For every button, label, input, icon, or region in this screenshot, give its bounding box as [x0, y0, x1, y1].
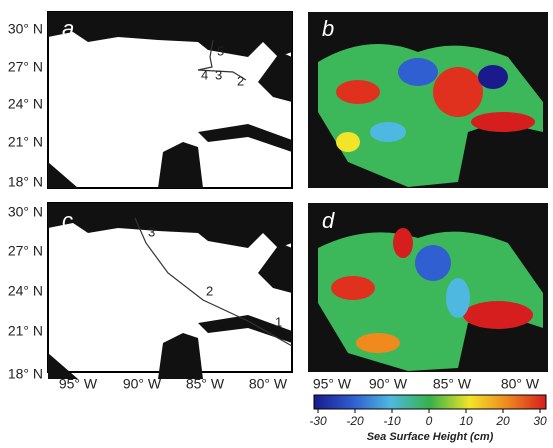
lat-label: 30° N [8, 204, 43, 220]
lat-label: 21° N [8, 323, 43, 339]
track [197, 39, 247, 81]
panel-letter: a [62, 16, 74, 41]
lon-label: 80° W [501, 376, 540, 392]
panel-a [47, 11, 293, 189]
panel-letter: c [62, 208, 73, 233]
lon-label: 85° W [186, 376, 225, 392]
lon-label: 90° W [369, 376, 408, 392]
lat-label: 24° N [8, 283, 43, 299]
panel-b [308, 12, 548, 188]
lat-label: 21° N [8, 134, 43, 150]
colorbar [313, 394, 547, 410]
lon-label: 85° W [433, 376, 472, 392]
colorbar-tick-label: 20 [495, 414, 510, 428]
track-marker: 2 [237, 73, 244, 88]
panel-c [47, 202, 293, 379]
track-marker: 3 [148, 224, 155, 239]
track-marker: 5 [217, 43, 224, 58]
lat-label: 27° N [8, 243, 43, 259]
track-marker: 1 [275, 314, 282, 329]
lat-label: 18° N [8, 366, 43, 382]
track-marker: 3 [215, 67, 222, 82]
panel-letter: b [322, 16, 334, 41]
lon-label: 95° W [313, 376, 352, 392]
lat-label: 18° N [8, 174, 43, 190]
colorbar-tick-label: 30 [533, 414, 547, 428]
lat-label: 27° N [8, 59, 43, 75]
track-marker: 2 [206, 283, 213, 298]
panel-d [308, 203, 548, 372]
colorbar-tick-label: -20 [346, 414, 364, 428]
colorbar-tick-label: -30 [309, 414, 327, 428]
colorbar-tick-label: 0 [426, 414, 433, 428]
track-marker: 4 [201, 67, 208, 82]
lon-label: 95° W [59, 376, 98, 392]
lon-label: 90° W [123, 376, 162, 392]
track [134, 217, 293, 347]
colorbar-tick-label: 10 [459, 414, 473, 428]
panel-letter: d [322, 208, 335, 233]
lat-label: 30° N [8, 21, 43, 37]
lat-label: 24° N [8, 96, 43, 112]
colorbar-tick-label: -10 [383, 414, 401, 428]
lon-label: 80° W [249, 376, 288, 392]
colorbar-label: Sea Surface Height (cm) [367, 431, 494, 443]
